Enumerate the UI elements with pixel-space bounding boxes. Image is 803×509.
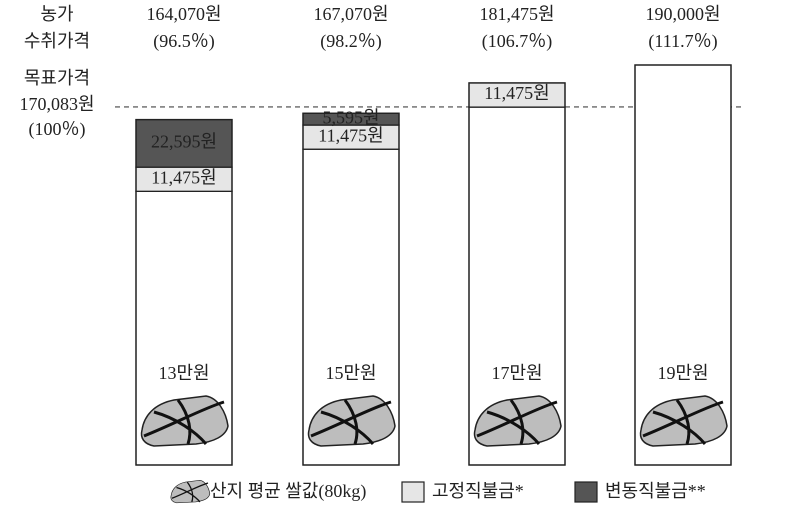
share-label: (111.7％)	[648, 31, 717, 52]
segment-label: 22,595원	[151, 131, 217, 151]
legend-label: 변동직불금**	[605, 481, 706, 501]
target-label: 목표가격	[24, 68, 90, 88]
segment-label: 11,475원	[484, 83, 549, 103]
segment-label: 13만원	[158, 363, 209, 383]
total-label: 190,000원	[645, 4, 720, 24]
share-label: (98.2％)	[320, 31, 382, 52]
total-label: 164,070원	[146, 4, 221, 24]
segment-label: 17만원	[491, 363, 542, 383]
legend-icon	[171, 480, 210, 503]
legend-label: 고정직불금*	[432, 481, 524, 501]
share-label: (106.7％)	[482, 31, 553, 52]
share-label: (96.5％)	[153, 31, 215, 52]
y-label-line: 수취가격	[24, 31, 90, 51]
legend-label: 산지 평균 쌀값(80kg)	[210, 481, 366, 502]
legend-swatch	[575, 482, 597, 502]
target-share-label: (100％)	[29, 119, 86, 140]
segment-label: 11,475원	[151, 167, 216, 187]
total-label: 181,475원	[479, 4, 554, 24]
segment-label: 11,475원	[318, 125, 383, 145]
y-label-line: 농가	[40, 4, 73, 24]
segment-label: 19만원	[657, 363, 708, 383]
target-value-label: 170,083원	[19, 94, 94, 114]
chart: 농가 수취가격 목표가격 170,083원 (100％) 164,070원 (96…	[0, 0, 803, 509]
total-label: 167,070원	[313, 4, 388, 24]
legend-swatch	[402, 482, 424, 502]
segment-label: 15만원	[325, 363, 376, 383]
segment-label: 5,595원	[322, 107, 379, 127]
